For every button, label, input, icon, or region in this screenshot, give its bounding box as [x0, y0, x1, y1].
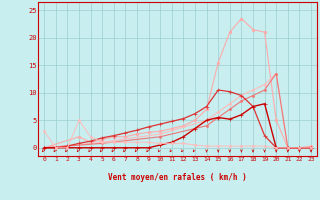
X-axis label: Vent moyen/en rafales ( km/h ): Vent moyen/en rafales ( km/h ): [108, 174, 247, 182]
